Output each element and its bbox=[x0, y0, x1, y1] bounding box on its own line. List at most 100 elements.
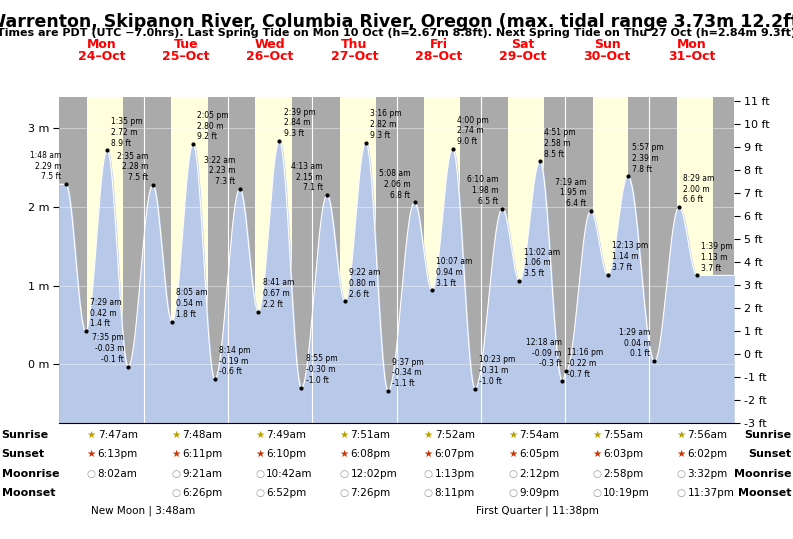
Bar bbox=[208, 97, 228, 423]
Text: 10:42am: 10:42am bbox=[266, 469, 312, 479]
Text: 29–Oct: 29–Oct bbox=[500, 50, 546, 63]
Text: 1:35 pm
2.72 m
8.9 ft: 1:35 pm 2.72 m 8.9 ft bbox=[111, 117, 143, 148]
Text: 2:35 am
2.28 m
7.5 ft: 2:35 am 2.28 m 7.5 ft bbox=[117, 152, 148, 182]
Text: Sat: Sat bbox=[511, 38, 534, 51]
Text: 7:51am: 7:51am bbox=[351, 430, 390, 440]
Text: ★: ★ bbox=[676, 430, 686, 440]
Bar bbox=[228, 97, 255, 423]
Text: ★: ★ bbox=[255, 430, 264, 440]
Text: ○: ○ bbox=[255, 469, 264, 479]
Bar bbox=[292, 97, 312, 423]
Text: New Moon | 3:48am: New Moon | 3:48am bbox=[91, 506, 195, 516]
Bar bbox=[171, 97, 208, 423]
Bar bbox=[677, 97, 713, 423]
Bar bbox=[424, 97, 460, 423]
Text: 6:52pm: 6:52pm bbox=[266, 488, 306, 498]
Text: 12:02pm: 12:02pm bbox=[351, 469, 397, 479]
Bar bbox=[565, 97, 593, 423]
Text: ★: ★ bbox=[339, 450, 349, 459]
Bar bbox=[59, 97, 86, 423]
Text: 3:16 pm
2.82 m
9.3 ft: 3:16 pm 2.82 m 9.3 ft bbox=[370, 109, 401, 140]
Text: 12:18 am
-0.09 m
-0.3 ft: 12:18 am -0.09 m -0.3 ft bbox=[526, 338, 562, 369]
Text: 30–Oct: 30–Oct bbox=[584, 50, 630, 63]
Bar bbox=[86, 97, 124, 423]
Text: ★: ★ bbox=[592, 430, 601, 440]
Text: ★: ★ bbox=[86, 430, 96, 440]
Text: ○: ○ bbox=[255, 488, 264, 498]
Text: 8:14 pm
-0.19 m
-0.6 ft: 8:14 pm -0.19 m -0.6 ft bbox=[219, 346, 251, 376]
Text: 9:21am: 9:21am bbox=[182, 469, 222, 479]
Text: 2:58pm: 2:58pm bbox=[603, 469, 643, 479]
Text: 7:55am: 7:55am bbox=[603, 430, 643, 440]
Text: ★: ★ bbox=[508, 450, 517, 459]
Text: 10:07 am
0.94 m
3.1 ft: 10:07 am 0.94 m 3.1 ft bbox=[436, 257, 473, 287]
Text: 5:08 am
2.06 m
6.8 ft: 5:08 am 2.06 m 6.8 ft bbox=[379, 169, 410, 199]
Text: ○: ○ bbox=[423, 488, 433, 498]
Text: Moonrise: Moonrise bbox=[734, 469, 791, 479]
Text: 2:39 pm
2.84 m
9.3 ft: 2:39 pm 2.84 m 9.3 ft bbox=[284, 108, 315, 138]
Text: 11:16 pm
-0.22 m
-0.7 ft: 11:16 pm -0.22 m -0.7 ft bbox=[567, 348, 603, 379]
Text: ○: ○ bbox=[339, 469, 349, 479]
Text: 8:02am: 8:02am bbox=[98, 469, 137, 479]
Text: Fri: Fri bbox=[430, 38, 447, 51]
Text: 12:13 pm
1.14 m
3.7 ft: 12:13 pm 1.14 m 3.7 ft bbox=[612, 241, 649, 272]
Text: ○: ○ bbox=[508, 488, 517, 498]
Bar bbox=[396, 97, 424, 423]
Text: 8:05 am
0.54 m
1.8 ft: 8:05 am 0.54 m 1.8 ft bbox=[176, 288, 208, 319]
Text: 8:55 pm
-0.30 m
-1.0 ft: 8:55 pm -0.30 m -1.0 ft bbox=[305, 355, 337, 385]
Text: 6:03pm: 6:03pm bbox=[603, 450, 643, 459]
Text: 2:12pm: 2:12pm bbox=[519, 469, 559, 479]
Text: 6:02pm: 6:02pm bbox=[688, 450, 727, 459]
Text: 9:09pm: 9:09pm bbox=[519, 488, 559, 498]
Text: Mon: Mon bbox=[86, 38, 117, 51]
Bar bbox=[376, 97, 396, 423]
Text: 10:19pm: 10:19pm bbox=[603, 488, 650, 498]
Text: 3:32pm: 3:32pm bbox=[688, 469, 728, 479]
Text: 27–Oct: 27–Oct bbox=[331, 50, 378, 63]
Text: 7:26pm: 7:26pm bbox=[351, 488, 391, 498]
Text: ○: ○ bbox=[339, 488, 349, 498]
Bar bbox=[481, 97, 508, 423]
Text: 8:11pm: 8:11pm bbox=[435, 488, 475, 498]
Text: Mon: Mon bbox=[676, 38, 707, 51]
Text: ○: ○ bbox=[676, 469, 686, 479]
Text: 6:05pm: 6:05pm bbox=[519, 450, 559, 459]
Text: 8:29 am
2.00 m
6.6 ft: 8:29 am 2.00 m 6.6 ft bbox=[684, 174, 714, 204]
Text: Sunrise: Sunrise bbox=[2, 430, 48, 440]
Text: 6:11pm: 6:11pm bbox=[182, 450, 222, 459]
Bar bbox=[713, 97, 734, 423]
Text: ★: ★ bbox=[592, 450, 601, 459]
Text: 1:29 am
0.04 m
0.1 ft: 1:29 am 0.04 m 0.1 ft bbox=[619, 328, 650, 358]
Text: 6:13pm: 6:13pm bbox=[98, 450, 138, 459]
Text: ★: ★ bbox=[423, 430, 433, 440]
Text: Warrenton, Skipanon River, Columbia River, Oregon (max. tidal range 3.73m 12.2ft: Warrenton, Skipanon River, Columbia Rive… bbox=[0, 13, 793, 31]
Text: 6:08pm: 6:08pm bbox=[351, 450, 390, 459]
Text: 7:56am: 7:56am bbox=[688, 430, 727, 440]
Text: 11:02 am
1.06 m
3.5 ft: 11:02 am 1.06 m 3.5 ft bbox=[523, 247, 560, 278]
Text: 6:26pm: 6:26pm bbox=[182, 488, 222, 498]
Text: 7:52am: 7:52am bbox=[435, 430, 475, 440]
Text: 6:07pm: 6:07pm bbox=[435, 450, 475, 459]
Text: Times are PDT (UTC −7.0hrs). Last Spring Tide on Mon 10 Oct (h=2.67m 8.8ft). Nex: Times are PDT (UTC −7.0hrs). Last Spring… bbox=[0, 28, 793, 38]
Text: ○: ○ bbox=[592, 469, 601, 479]
Text: 7:47am: 7:47am bbox=[98, 430, 138, 440]
Bar bbox=[144, 97, 171, 423]
Text: 4:13 am
2.15 m
7.1 ft: 4:13 am 2.15 m 7.1 ft bbox=[291, 162, 323, 192]
Text: 26–Oct: 26–Oct bbox=[247, 50, 293, 63]
Text: First Quarter | 11:38pm: First Quarter | 11:38pm bbox=[476, 506, 599, 516]
Text: 7:49am: 7:49am bbox=[266, 430, 306, 440]
Text: ○: ○ bbox=[86, 469, 96, 479]
Bar bbox=[255, 97, 292, 423]
Text: 31–Oct: 31–Oct bbox=[668, 50, 715, 63]
Text: Thu: Thu bbox=[341, 38, 368, 51]
Text: 25–Oct: 25–Oct bbox=[162, 50, 209, 63]
Bar bbox=[124, 97, 144, 423]
Text: 5:57 pm
2.39 m
7.8 ft: 5:57 pm 2.39 m 7.8 ft bbox=[632, 143, 664, 174]
Text: 24–Oct: 24–Oct bbox=[78, 50, 125, 63]
Text: ○: ○ bbox=[171, 469, 180, 479]
Bar bbox=[508, 97, 544, 423]
Text: Wed: Wed bbox=[255, 38, 285, 51]
Text: Sunset: Sunset bbox=[749, 450, 791, 459]
Text: Moonset: Moonset bbox=[738, 488, 791, 498]
Text: ★: ★ bbox=[339, 430, 349, 440]
